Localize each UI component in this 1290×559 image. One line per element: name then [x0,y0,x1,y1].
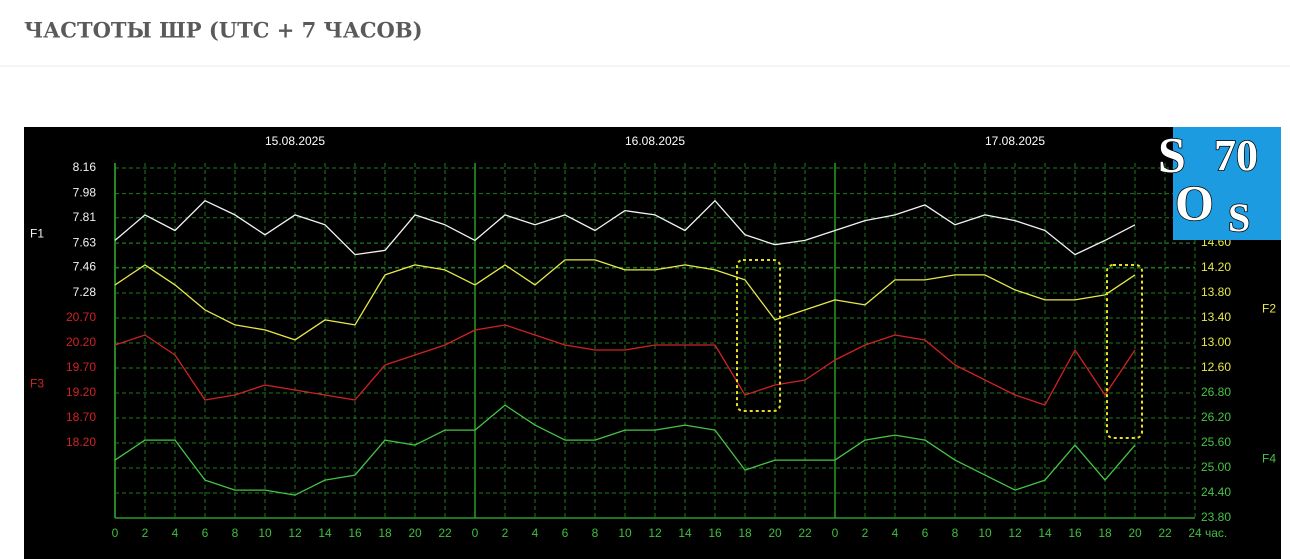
x-tick-label: 8 [952,526,959,540]
x-tick-label: 10 [258,526,272,540]
x-tick-label: 2 [862,526,869,540]
y-tick-label: 13.00 [1201,335,1231,349]
date-label: 15.08.2025 [265,134,325,148]
logo-letter: S [1158,126,1186,182]
y-tick-label: 25.00 [1201,460,1231,474]
x-tick-label: 2 [142,526,149,540]
y-tick-label: 24.40 [1201,485,1231,499]
x-tick-label: 6 [562,526,569,540]
series-line [114,404,1136,496]
logo-letter: S [1228,195,1250,240]
x-tick-label: 8 [232,526,239,540]
y-tick-label: 13.40 [1201,310,1231,324]
logo-number: 70 [1214,131,1258,180]
logo: S 70 O S [1157,126,1281,241]
date-label: 17.08.2025 [985,134,1045,148]
x-tick-label: 6 [202,526,209,540]
y-tick-label: 19.20 [66,385,96,399]
x-tick-label: 20 [1128,526,1142,540]
x-tick-label: 22 [438,526,452,540]
x-tick-label: 22 [798,526,812,540]
chart-background [24,127,1281,559]
y-tick-label: 26.20 [1201,410,1231,424]
x-tick-label: 16 [1068,526,1082,540]
x-tick-label: 2 [502,526,509,540]
x-tick-label: 16 [348,526,362,540]
series-line [114,259,1136,341]
x-tick-label: 0 [472,526,479,540]
date-label: 16.08.2025 [625,134,685,148]
x-tick-label: 18 [378,526,392,540]
x-tick-label: 20 [768,526,782,540]
x-tick-label: 16 [708,526,722,540]
x-tick-label: 22 [1158,526,1172,540]
x-tick-label: 10 [618,526,632,540]
x-tick-label: 14 [318,526,332,540]
y-tick-label: 19.70 [66,360,96,374]
x-tick-label: 10 [978,526,992,540]
y-tick-label: 18.20 [66,435,96,449]
y-tick-label: 7.98 [73,186,97,200]
x-tick-label: 14 [678,526,692,540]
y-tick-label: 25.60 [1201,435,1231,449]
y-tick-label: 7.46 [73,260,97,274]
axis-name: F2 [1262,302,1276,316]
chart: 0 2 4 6 8 10 12 14 16 18 20 22 0 2 4 6 8 10 12 14 16 18 20 22 0 2… [30,134,1276,540]
x-tick-label: 6 [922,526,929,540]
axis-name: F3 [30,377,44,391]
x-tick-label: 0 [832,526,839,540]
logo-background [1173,127,1281,240]
x-tick-label: 0 [112,526,119,540]
logo-letter: O [1175,174,1214,230]
x-tick-label: 8 [592,526,599,540]
y-tick-label: 26.80 [1201,385,1231,399]
y-tick-label: 20.20 [66,335,96,349]
series-line [114,200,1136,256]
y-tick-label: 8.16 [73,160,97,174]
y-tick-label: 13.80 [1201,285,1231,299]
series-line [114,324,1136,406]
y-tick-label: 7.63 [73,235,97,249]
x-tick-label: 4 [532,526,539,540]
y-tick-label: 23.80 [1201,510,1231,524]
x-tick-label: 4 [172,526,179,540]
axis-name: F1 [30,227,44,241]
y-tick-label: 14.20 [1201,260,1231,274]
x-tick-label: 12 [1008,526,1022,540]
x-tick-label: 18 [1098,526,1112,540]
x-tick-label: 4 [892,526,899,540]
x-tick-label: 12 [288,526,302,540]
x-tick-label: 18 [738,526,752,540]
page-title: ЧАСТОТЫ ШР (UTC + 7 ЧАСОВ) [24,18,423,43]
y-tick-label: 12.60 [1201,360,1231,374]
x-tick-label: 20 [408,526,422,540]
x-tick-label: 24 [1188,526,1202,540]
y-tick-label: 18.70 [66,410,96,424]
x-tick-label: 14 [1038,526,1052,540]
x-axis-label: час. [1205,526,1227,540]
y-tick-label: 20.70 [66,310,96,324]
axis-name: F4 [1262,452,1276,466]
highlight-box [736,259,781,412]
y-tick-label: 7.81 [73,210,97,224]
x-tick-label: 12 [648,526,662,540]
y-tick-label: 7.28 [73,285,97,299]
